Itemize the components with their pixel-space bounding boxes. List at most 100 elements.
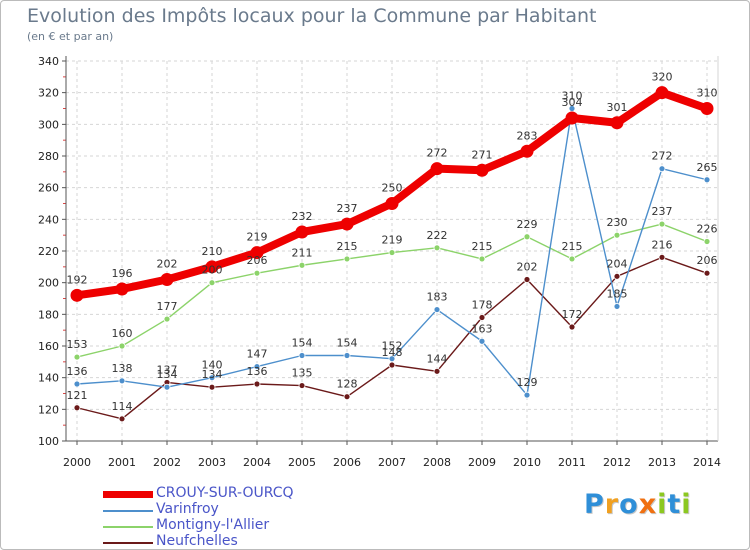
data-label: 206 bbox=[247, 254, 268, 267]
data-point bbox=[295, 225, 309, 239]
data-point bbox=[343, 352, 351, 359]
data-point bbox=[298, 352, 306, 359]
data-point bbox=[700, 102, 714, 115]
data-label: 310 bbox=[562, 90, 583, 103]
y-tick-label: 160 bbox=[38, 340, 59, 353]
legend-item: Varinfroy bbox=[103, 501, 503, 518]
x-tick-label: 2009 bbox=[468, 456, 496, 469]
chart-subtitle: (en € et par an) bbox=[27, 30, 114, 43]
data-point bbox=[655, 86, 669, 100]
data-label: 178 bbox=[472, 299, 493, 312]
data-label: 210 bbox=[202, 245, 223, 258]
data-label: 163 bbox=[472, 322, 493, 335]
y-tick-label: 260 bbox=[38, 182, 59, 195]
data-label: 135 bbox=[292, 367, 313, 380]
data-label: 320 bbox=[652, 71, 673, 84]
y-tick-label: 120 bbox=[38, 403, 59, 416]
legend-item: Montigny-l'Allier bbox=[103, 517, 503, 534]
data-label: 183 bbox=[427, 291, 448, 304]
data-point bbox=[433, 306, 441, 313]
legend: CROUY-SUR-OURCQ Varinfroy Montigny-l'All… bbox=[103, 485, 503, 549]
x-tick-label: 2005 bbox=[288, 456, 316, 469]
data-label: 283 bbox=[517, 129, 538, 142]
brand-letter: x bbox=[638, 489, 658, 520]
data-point bbox=[163, 383, 171, 391]
legend-swatch bbox=[103, 542, 153, 544]
data-point bbox=[250, 246, 264, 260]
x-tick-label: 2006 bbox=[333, 456, 361, 469]
data-point bbox=[613, 231, 621, 239]
data-point bbox=[115, 282, 129, 296]
data-label: 140 bbox=[202, 359, 223, 372]
x-tick-label: 2008 bbox=[423, 456, 451, 469]
brand-letter: t bbox=[667, 489, 682, 520]
data-point bbox=[703, 238, 711, 245]
data-label: 301 bbox=[607, 101, 628, 114]
data-label: 154 bbox=[337, 337, 358, 350]
x-tick-label: 2013 bbox=[648, 456, 676, 469]
data-point bbox=[340, 217, 354, 231]
data-point bbox=[343, 393, 351, 401]
y-tick-label: 100 bbox=[38, 435, 59, 448]
legend-label: Varinfroy bbox=[156, 501, 219, 517]
brand-letter: o bbox=[619, 489, 639, 520]
data-point bbox=[343, 255, 351, 263]
data-label: 271 bbox=[472, 148, 493, 161]
data-label: 129 bbox=[517, 376, 538, 389]
data-label: 219 bbox=[382, 234, 403, 247]
data-point bbox=[520, 144, 534, 158]
brand-logo: Proxiti bbox=[584, 489, 692, 520]
legend-item: Neufchelles bbox=[103, 533, 503, 549]
data-point bbox=[253, 363, 261, 370]
x-tick-label: 2014 bbox=[693, 456, 721, 469]
data-point bbox=[388, 361, 396, 369]
data-point bbox=[70, 288, 84, 302]
chart-title: Evolution des Impôts locaux pour la Comm… bbox=[27, 5, 597, 27]
data-point bbox=[568, 323, 576, 331]
data-label: 216 bbox=[652, 238, 673, 251]
data-label: 204 bbox=[607, 257, 628, 270]
brand-letter: i bbox=[681, 489, 692, 520]
data-label: 230 bbox=[607, 216, 628, 229]
y-tick-label: 320 bbox=[38, 87, 59, 100]
data-label: 114 bbox=[112, 400, 133, 413]
brand-letter: r bbox=[604, 489, 620, 520]
data-label: 136 bbox=[247, 365, 268, 378]
data-label: 272 bbox=[652, 150, 673, 163]
data-point bbox=[565, 111, 579, 125]
data-label: 226 bbox=[697, 223, 718, 236]
data-point bbox=[388, 355, 396, 363]
legend-swatch bbox=[103, 510, 153, 512]
data-label: 206 bbox=[697, 254, 718, 267]
data-point bbox=[613, 272, 621, 280]
data-point bbox=[523, 391, 531, 399]
y-tick-label: 280 bbox=[38, 150, 59, 163]
data-label: 265 bbox=[697, 161, 718, 174]
data-label: 147 bbox=[247, 348, 268, 361]
data-point bbox=[208, 374, 216, 382]
x-tick-label: 2007 bbox=[378, 456, 406, 469]
data-point bbox=[163, 315, 171, 323]
data-label: 177 bbox=[157, 300, 178, 313]
data-point bbox=[523, 233, 531, 241]
y-tick-label: 240 bbox=[38, 213, 59, 226]
data-label: 185 bbox=[607, 287, 628, 300]
data-point bbox=[118, 377, 126, 385]
data-label: 136 bbox=[67, 365, 88, 378]
data-label: 250 bbox=[382, 182, 403, 195]
data-label: 211 bbox=[292, 246, 313, 259]
y-tick-label: 300 bbox=[38, 118, 59, 131]
legend-label: CROUY-SUR-OURCQ bbox=[156, 485, 294, 501]
data-point bbox=[478, 255, 486, 263]
data-point bbox=[73, 353, 81, 361]
data-label: 200 bbox=[202, 264, 223, 277]
data-point bbox=[205, 260, 219, 274]
legend-swatch bbox=[103, 526, 153, 528]
data-label: 222 bbox=[427, 229, 448, 242]
data-point bbox=[658, 165, 666, 173]
data-point bbox=[703, 269, 711, 277]
data-point bbox=[73, 404, 81, 412]
data-label: 237 bbox=[337, 202, 358, 215]
data-point bbox=[433, 244, 441, 252]
